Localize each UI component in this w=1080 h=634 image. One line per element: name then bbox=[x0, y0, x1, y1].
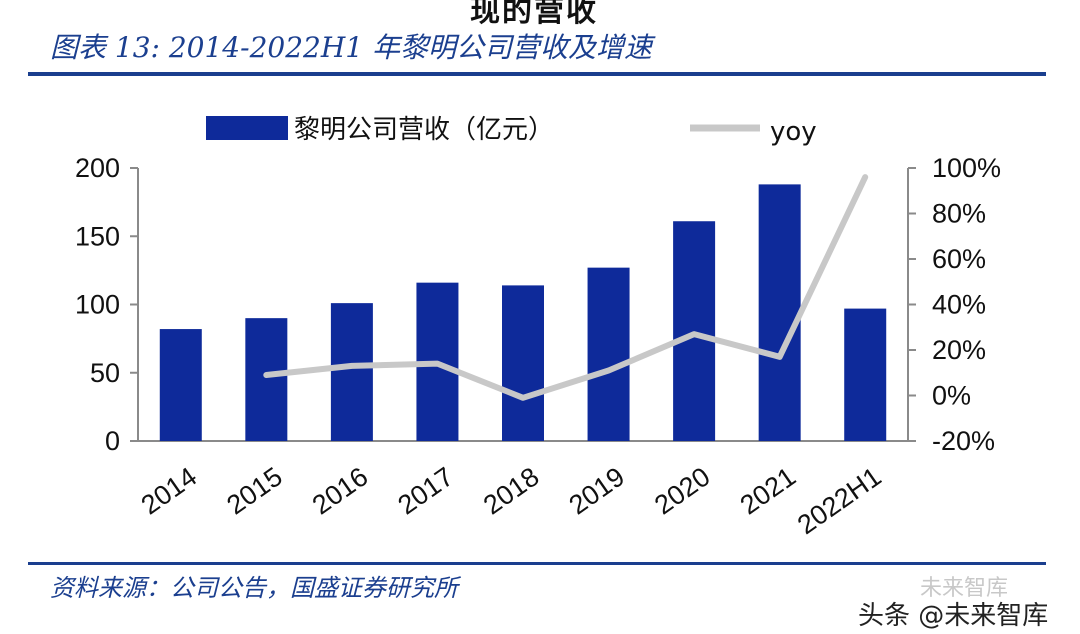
source-note: 资料来源：公司公告，国盛证券研究所 bbox=[50, 574, 458, 602]
title-divider bbox=[28, 72, 1046, 76]
bar bbox=[758, 184, 801, 441]
x-tick-label: 2022H1 bbox=[792, 461, 887, 540]
y-right-tick-label: 100% bbox=[932, 153, 1001, 183]
bar bbox=[844, 308, 887, 441]
yoy-line bbox=[263, 174, 869, 401]
x-tick-label: 2015 bbox=[221, 461, 287, 520]
cropped-heading-fragment: 现的营收 bbox=[470, 0, 598, 29]
y-left-tick-label: 200 bbox=[75, 153, 120, 183]
y-right-tick-label: 20% bbox=[932, 335, 986, 365]
legend-label-yoy: yoy bbox=[770, 117, 817, 147]
bar bbox=[587, 267, 630, 441]
x-tick-label: 2016 bbox=[307, 461, 373, 520]
y-right-tick-label: 40% bbox=[932, 290, 986, 320]
x-tick-label: 2020 bbox=[649, 461, 715, 520]
y-right-tick-label: 60% bbox=[932, 244, 986, 274]
source-divider bbox=[28, 562, 1046, 565]
figure-title: 图表 13: 2014-2022H1 年黎明公司营收及增速 bbox=[50, 31, 652, 64]
x-tick-label: 2017 bbox=[392, 461, 458, 520]
bar bbox=[159, 329, 202, 441]
legend-swatch-revenue bbox=[206, 116, 288, 140]
y-left-tick-label: 50 bbox=[90, 358, 120, 388]
legend: 黎明公司营收（亿元） yoy bbox=[206, 115, 817, 147]
bar bbox=[502, 285, 544, 441]
x-tick-label: 2021 bbox=[735, 461, 801, 520]
y-left-tick-label: 100 bbox=[75, 290, 120, 320]
y-right-tick-label: -20% bbox=[932, 426, 995, 456]
y-left-tick-label: 150 bbox=[75, 221, 120, 251]
bar bbox=[245, 318, 288, 441]
y-right-tick-label: 0% bbox=[932, 381, 971, 411]
bar bbox=[330, 303, 373, 441]
y-left-tick-label: 0 bbox=[105, 426, 120, 456]
x-tick-label: 2018 bbox=[478, 461, 544, 520]
y-right-tick-label: 80% bbox=[932, 199, 986, 229]
legend-label-revenue: 黎明公司营收（亿元） bbox=[294, 115, 554, 145]
watermark: 头条 @未来智库 bbox=[858, 601, 1049, 631]
x-tick-label: 2014 bbox=[136, 461, 202, 520]
x-tick-label: 2019 bbox=[564, 461, 630, 520]
watermark-faint: 未来智库 bbox=[920, 576, 1009, 601]
